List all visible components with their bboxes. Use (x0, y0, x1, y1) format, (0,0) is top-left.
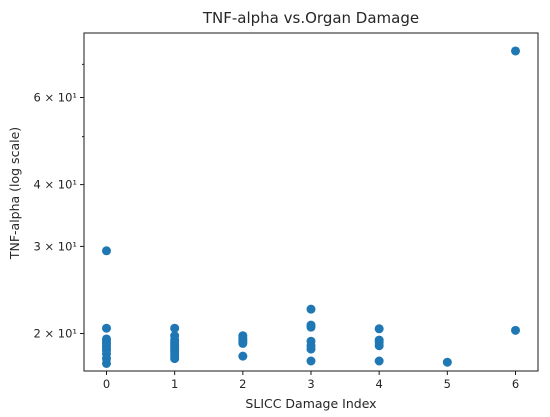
data-point (306, 356, 316, 366)
data-point (101, 323, 111, 333)
data-point (374, 356, 384, 366)
data-point (101, 246, 111, 256)
x-tick-label: 2 (239, 377, 246, 391)
data-point (306, 304, 316, 314)
x-tick-label: 5 (444, 377, 451, 391)
data-point (306, 322, 316, 332)
y-tick-label: 4 × 10¹ (33, 178, 77, 192)
data-point (101, 358, 111, 368)
y-axis-label: TNF-alpha (log scale) (7, 127, 22, 260)
data-point (238, 338, 248, 348)
data-point (511, 46, 521, 56)
plot-frame (83, 32, 539, 372)
data-point (374, 341, 384, 351)
x-axis-label: SLICC Damage Index (245, 396, 376, 411)
data-points (101, 46, 521, 368)
data-point (511, 325, 521, 335)
x-tick-label: 3 (307, 377, 314, 391)
x-tick-label: 0 (103, 377, 110, 391)
data-point (442, 357, 452, 367)
data-point (238, 351, 248, 361)
axis-ticks: 0 1 2 3 4 5 6 2 × 10¹ 3 × 10¹ 4 × 10¹ 6 × 10¹ (33, 63, 519, 391)
x-tick-label: 1 (171, 377, 178, 391)
data-point (170, 354, 180, 364)
chart-title: TNF-alpha vs.Organ Damage (202, 9, 419, 27)
data-point (306, 344, 316, 354)
data-point (170, 323, 180, 333)
x-tick-label: 6 (512, 377, 519, 391)
y-tick-label: 3 × 10¹ (33, 239, 77, 253)
x-tick-label: 4 (376, 377, 383, 391)
y-tick-label: 2 × 10¹ (33, 327, 77, 341)
data-point (374, 324, 384, 334)
y-tick-label: 6 × 10¹ (33, 90, 77, 104)
